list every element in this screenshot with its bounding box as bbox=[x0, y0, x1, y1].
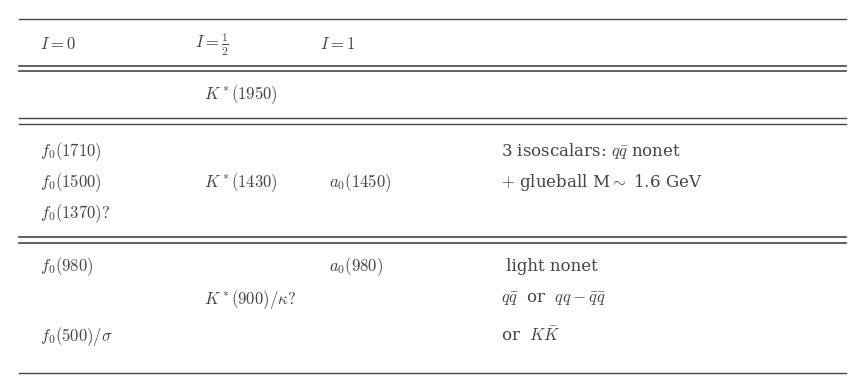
Text: $f_0(500)/\sigma$: $f_0(500)/\sigma$ bbox=[40, 325, 113, 348]
Text: $f_0(1500)$: $f_0(1500)$ bbox=[40, 171, 102, 194]
Text: or  $K\bar{K}$: or $K\bar{K}$ bbox=[502, 327, 561, 345]
Text: $q\bar{q}$  or  $qq - \bar{q}\bar{q}$: $q\bar{q}$ or $qq - \bar{q}\bar{q}$ bbox=[502, 290, 606, 308]
Text: $I = 0$: $I = 0$ bbox=[40, 36, 76, 53]
Text: $K^*(900)/\kappa?$: $K^*(900)/\kappa?$ bbox=[204, 288, 296, 310]
Text: $a_0(980)$: $a_0(980)$ bbox=[329, 256, 383, 278]
Text: $f_0(980)$: $f_0(980)$ bbox=[40, 256, 93, 278]
Text: light nonet: light nonet bbox=[502, 258, 599, 275]
Text: $f_0(1370)?$: $f_0(1370)?$ bbox=[40, 202, 111, 225]
Text: $K^*(1430)$: $K^*(1430)$ bbox=[204, 171, 278, 194]
Text: $K^*(1950)$: $K^*(1950)$ bbox=[204, 83, 278, 106]
Text: $+$ glueball M$\sim$ 1.6 GeV: $+$ glueball M$\sim$ 1.6 GeV bbox=[502, 172, 703, 193]
Text: $I = \frac{1}{2}$: $I = \frac{1}{2}$ bbox=[195, 32, 229, 58]
Text: $I = 1$: $I = 1$ bbox=[320, 36, 356, 53]
Text: 3 isoscalars: $q\bar{q}$ nonet: 3 isoscalars: $q\bar{q}$ nonet bbox=[502, 141, 682, 161]
Text: $a_0(1450)$: $a_0(1450)$ bbox=[329, 171, 391, 194]
Text: $f_0(1710)$: $f_0(1710)$ bbox=[40, 140, 102, 163]
